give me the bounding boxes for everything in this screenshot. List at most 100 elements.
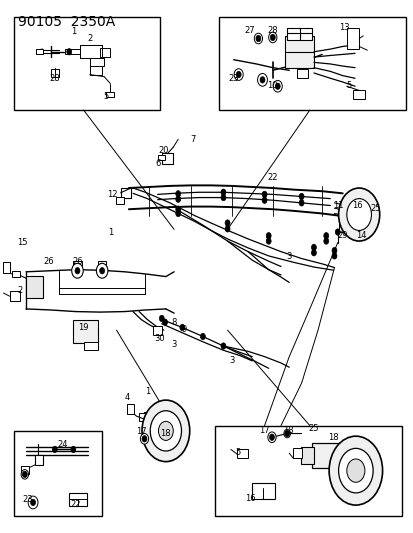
Text: 28: 28 bbox=[267, 26, 278, 35]
Text: 2: 2 bbox=[17, 286, 22, 295]
Circle shape bbox=[176, 191, 180, 197]
Bar bbox=[3, 262, 9, 273]
Circle shape bbox=[254, 33, 262, 44]
Text: 8: 8 bbox=[171, 318, 176, 327]
Circle shape bbox=[140, 433, 148, 444]
Circle shape bbox=[346, 459, 364, 482]
Circle shape bbox=[311, 244, 316, 251]
Bar bbox=[126, 405, 134, 414]
Circle shape bbox=[158, 421, 173, 440]
Text: 26: 26 bbox=[72, 257, 83, 265]
Circle shape bbox=[346, 199, 370, 230]
Circle shape bbox=[338, 448, 372, 493]
Circle shape bbox=[225, 225, 230, 232]
Text: 3: 3 bbox=[171, 341, 176, 350]
Text: 23: 23 bbox=[228, 74, 238, 83]
Circle shape bbox=[221, 343, 225, 349]
Circle shape bbox=[31, 499, 36, 506]
Bar bbox=[152, 326, 161, 335]
Circle shape bbox=[284, 430, 289, 437]
Bar bbox=[73, 261, 81, 272]
Bar bbox=[115, 197, 123, 204]
Text: 25: 25 bbox=[308, 424, 318, 433]
Circle shape bbox=[338, 188, 379, 241]
Circle shape bbox=[142, 435, 147, 442]
Text: 5: 5 bbox=[345, 80, 351, 90]
Bar bbox=[139, 414, 147, 421]
Bar bbox=[79, 45, 102, 58]
Bar bbox=[311, 442, 341, 468]
Circle shape bbox=[323, 238, 328, 244]
Bar bbox=[14, 17, 159, 110]
Circle shape bbox=[335, 229, 339, 235]
Bar bbox=[236, 449, 247, 458]
Circle shape bbox=[283, 429, 290, 438]
Text: 17: 17 bbox=[135, 427, 146, 437]
Circle shape bbox=[225, 220, 230, 226]
Bar bbox=[120, 188, 131, 198]
Text: 16: 16 bbox=[244, 494, 255, 503]
Circle shape bbox=[142, 400, 189, 462]
Bar bbox=[346, 28, 358, 49]
Bar bbox=[293, 448, 301, 458]
Circle shape bbox=[323, 232, 328, 239]
Circle shape bbox=[298, 193, 303, 200]
Bar bbox=[352, 90, 364, 100]
Text: 26: 26 bbox=[43, 257, 54, 265]
Text: 18: 18 bbox=[328, 433, 338, 442]
Circle shape bbox=[159, 316, 164, 321]
Bar bbox=[106, 92, 114, 97]
Text: 7: 7 bbox=[190, 135, 195, 144]
Circle shape bbox=[96, 263, 108, 278]
Circle shape bbox=[176, 211, 180, 216]
Circle shape bbox=[221, 195, 225, 201]
Circle shape bbox=[221, 189, 225, 196]
Text: 1: 1 bbox=[107, 228, 113, 237]
Bar bbox=[26, 276, 43, 298]
Bar bbox=[12, 271, 20, 277]
Circle shape bbox=[269, 434, 274, 440]
Text: 15: 15 bbox=[17, 238, 27, 247]
Bar bbox=[338, 216, 347, 232]
Text: 24: 24 bbox=[58, 440, 68, 449]
Circle shape bbox=[66, 49, 71, 55]
Text: 29: 29 bbox=[337, 231, 347, 240]
Text: 3: 3 bbox=[228, 357, 234, 366]
Circle shape bbox=[275, 83, 280, 90]
Bar bbox=[144, 412, 160, 426]
Bar bbox=[219, 17, 406, 110]
Bar bbox=[98, 261, 106, 272]
Bar bbox=[100, 47, 110, 57]
Bar bbox=[35, 455, 43, 465]
Circle shape bbox=[21, 470, 28, 479]
Text: 22: 22 bbox=[267, 173, 278, 182]
Bar bbox=[9, 292, 20, 301]
Circle shape bbox=[176, 206, 180, 213]
Circle shape bbox=[75, 268, 80, 274]
Circle shape bbox=[22, 471, 27, 478]
Circle shape bbox=[162, 319, 167, 325]
Text: 14: 14 bbox=[355, 231, 366, 240]
Bar bbox=[14, 431, 102, 516]
Circle shape bbox=[331, 253, 336, 259]
Bar bbox=[83, 342, 98, 350]
Text: 11: 11 bbox=[332, 201, 343, 210]
Circle shape bbox=[267, 432, 275, 442]
Bar bbox=[300, 447, 313, 464]
Bar bbox=[36, 49, 43, 54]
Text: 18: 18 bbox=[160, 429, 171, 438]
Circle shape bbox=[261, 197, 266, 204]
Circle shape bbox=[236, 71, 240, 78]
Circle shape bbox=[255, 35, 260, 42]
Text: 20: 20 bbox=[158, 147, 169, 156]
Circle shape bbox=[266, 232, 271, 239]
Bar bbox=[65, 49, 79, 54]
Circle shape bbox=[270, 34, 275, 41]
Text: 5: 5 bbox=[103, 92, 109, 101]
Circle shape bbox=[261, 191, 266, 198]
Circle shape bbox=[150, 411, 181, 451]
Text: 18: 18 bbox=[282, 426, 293, 435]
Bar bbox=[69, 493, 86, 506]
Bar bbox=[287, 28, 311, 39]
Text: 17: 17 bbox=[259, 426, 269, 435]
